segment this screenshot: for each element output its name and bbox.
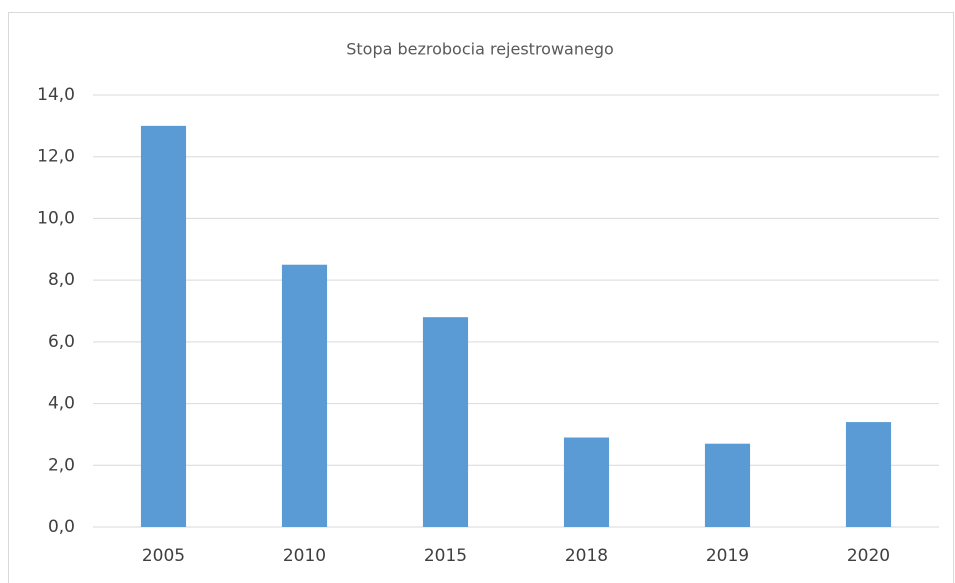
- y-tick-label: 0,0: [48, 517, 75, 537]
- y-tick-label: 2,0: [48, 455, 75, 475]
- y-tick-label: 10,0: [37, 208, 75, 228]
- bar: [845, 422, 892, 527]
- y-tick-label: 6,0: [48, 332, 75, 352]
- x-tick-label: 2005: [142, 546, 185, 566]
- bar: [704, 443, 751, 527]
- bar: [281, 264, 328, 527]
- bar: [563, 437, 610, 527]
- y-tick-label: 14,0: [37, 85, 75, 105]
- y-tick-label: 4,0: [48, 394, 75, 414]
- bar: [140, 125, 187, 527]
- x-tick-label: 2010: [283, 546, 326, 566]
- x-tick-label: 2019: [706, 546, 749, 566]
- x-tick-label: 2015: [424, 546, 467, 566]
- y-tick-label: 12,0: [37, 147, 75, 167]
- y-tick-label: 8,0: [48, 270, 75, 290]
- x-tick-label: 2020: [847, 546, 890, 566]
- x-tick-label: 2018: [565, 546, 608, 566]
- chart-title: Stopa bezrobocia rejestrowanego: [346, 40, 614, 59]
- bar: [422, 317, 469, 527]
